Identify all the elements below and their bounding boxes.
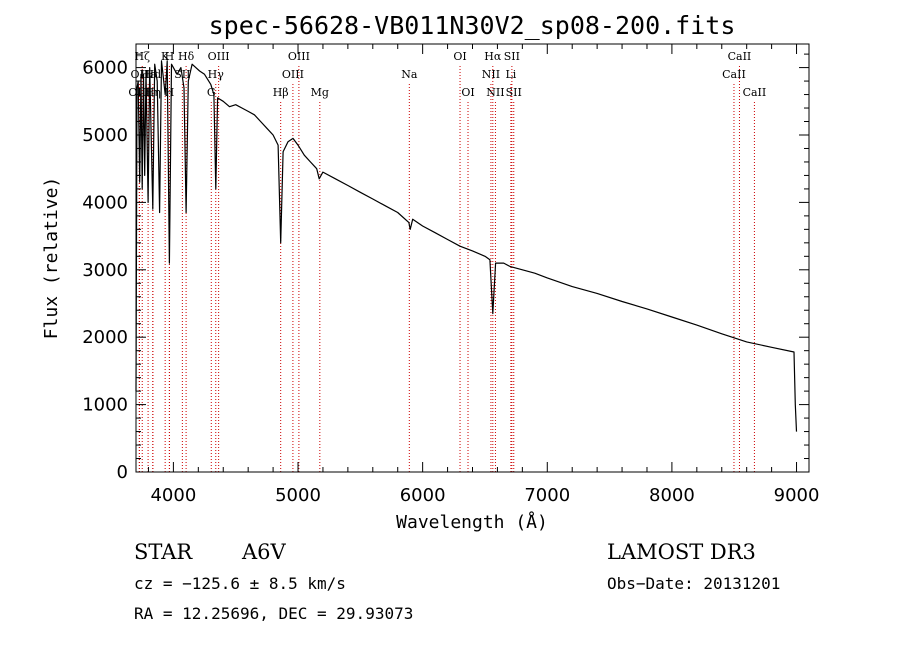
line-marker-label: G bbox=[207, 86, 216, 99]
line-marker-label: H bbox=[165, 86, 175, 99]
line-marker-label: OIII bbox=[288, 50, 310, 63]
y-axis-label: Flux (relative) bbox=[41, 177, 62, 340]
y-tick-label: 2000 bbox=[82, 327, 128, 348]
line-marker-label: Hδ bbox=[178, 50, 195, 63]
chart-title: spec-56628-VB011N30V2_sp08-200.fits bbox=[209, 11, 736, 40]
y-tick-label: 1000 bbox=[82, 395, 128, 416]
redshift-text: cz = −125.6 ± 8.5 km/s bbox=[134, 574, 346, 593]
y-tick-label: 3000 bbox=[82, 260, 128, 281]
series-flux bbox=[135, 60, 798, 432]
line-marker-label: SII bbox=[506, 86, 522, 99]
x-tick-label: 9000 bbox=[774, 485, 820, 506]
series-layer bbox=[135, 60, 798, 432]
line-marker-label: Mg bbox=[311, 86, 329, 99]
x-tick-label: 4000 bbox=[150, 485, 196, 506]
line-marker-label: Hα bbox=[484, 50, 502, 63]
y-tick-label: 4000 bbox=[82, 192, 128, 213]
line-marker-label: OIII bbox=[208, 50, 230, 63]
object-class: STAR bbox=[134, 540, 193, 564]
line-marker-label: OIII bbox=[128, 86, 150, 99]
x-axis: 4000 5000 6000 7000 8000 9000 bbox=[147, 44, 820, 506]
y-axis: 0 1000 2000 3000 4000 5000 6000 bbox=[82, 53, 809, 483]
line-marker-label: NII bbox=[486, 86, 504, 99]
line-marker-label: K bbox=[161, 50, 170, 63]
y-tick-label: 6000 bbox=[82, 58, 128, 79]
object-subclass: A6V bbox=[241, 540, 287, 564]
line-marker-label: OI bbox=[461, 86, 474, 99]
line-marker-label: CaII bbox=[722, 68, 746, 81]
plot-frame bbox=[135, 43, 810, 473]
y-tick-label: 5000 bbox=[82, 125, 128, 146]
line-marker-label: Li bbox=[505, 68, 516, 81]
survey-name: LAMOST DR3 bbox=[607, 540, 756, 564]
line-marker-label: Na bbox=[401, 68, 418, 81]
x-axis-label: Wavelength (Å) bbox=[396, 511, 548, 533]
line-marker-label: Hβ bbox=[273, 86, 289, 99]
line-marker-label: OI bbox=[453, 50, 466, 63]
line-marker-label: CaII bbox=[728, 50, 752, 63]
line-marker-label: CaII bbox=[743, 86, 767, 99]
y-tick-label: 0 bbox=[117, 462, 128, 483]
coords-text: RA = 12.25696, DEC = 29.93073 bbox=[134, 604, 413, 623]
x-tick-label: 6000 bbox=[400, 485, 446, 506]
line-marker-label: Hγ bbox=[208, 68, 225, 81]
line-marker-label: Hζ bbox=[134, 50, 150, 63]
obs-date: Obs−Date: 20131201 bbox=[607, 574, 780, 593]
line-marker-label: NII bbox=[482, 68, 500, 81]
x-tick-label: 7000 bbox=[524, 485, 570, 506]
line-marker-label: Hε bbox=[140, 68, 156, 81]
line-marker-label: SII bbox=[504, 50, 520, 63]
line-marker-label: H bbox=[165, 50, 175, 63]
line-marker-label: Hη bbox=[145, 86, 161, 99]
line-marker-label: OIII bbox=[282, 68, 304, 81]
line-marker-label: Hd bbox=[145, 68, 162, 81]
x-tick-label: 5000 bbox=[275, 485, 321, 506]
x-tick-label: 8000 bbox=[649, 485, 695, 506]
